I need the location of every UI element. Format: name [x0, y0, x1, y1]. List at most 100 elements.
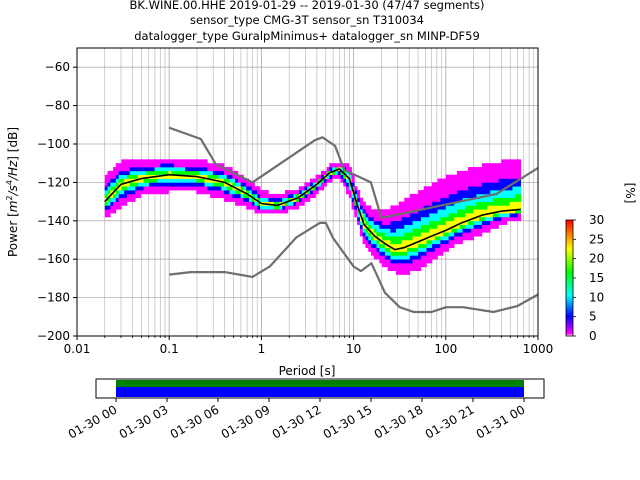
heatmap-cell	[468, 193, 472, 199]
heatmap-cell	[426, 216, 430, 222]
heatmap-cell	[434, 236, 438, 241]
heatmap-cell	[401, 209, 405, 214]
heatmap-cell	[448, 228, 452, 233]
heatmap-cell	[459, 186, 463, 191]
heatmap-cell	[451, 205, 455, 210]
heatmap-cell	[468, 201, 472, 206]
heatmap-cell	[415, 201, 419, 206]
heatmap-cell	[165, 159, 169, 164]
heatmap-cell	[459, 193, 463, 199]
heatmap-cell	[104, 186, 108, 191]
heatmap-cell	[495, 205, 499, 210]
heatmap-cell	[393, 255, 397, 260]
heatmap-cell	[429, 224, 433, 229]
heatmap-cell	[121, 197, 125, 202]
heatmap-cell	[126, 190, 131, 195]
heatmap-cell	[423, 255, 427, 260]
heatmap-cell	[412, 236, 416, 241]
heatmap-cell	[473, 224, 477, 229]
heatmap-cell	[273, 193, 277, 199]
heatmap-cell	[476, 186, 480, 191]
heatmap-cell	[160, 167, 164, 172]
heatmap-cell	[476, 201, 480, 206]
heatmap-cell	[376, 243, 380, 248]
heatmap-cell	[176, 186, 180, 191]
heatmap-cell	[465, 228, 469, 233]
heatmap-cell	[512, 209, 516, 214]
heatmap-cell	[332, 170, 336, 176]
heatmap-cell	[157, 182, 161, 187]
heatmap-cell	[240, 193, 244, 199]
heatmap-cell	[273, 201, 277, 206]
heatmap-cell	[351, 201, 355, 206]
heatmap-cell	[501, 193, 505, 199]
heatmap-cell	[293, 190, 297, 195]
heatmap-cell	[160, 190, 164, 195]
heatmap-cell	[440, 224, 444, 229]
heatmap-cell	[426, 197, 430, 202]
heatmap-cell	[390, 266, 394, 272]
heatmap-cell	[451, 236, 455, 241]
heatmap-cell	[121, 167, 125, 172]
heatmap-cell	[365, 236, 369, 241]
heatmap-cell	[393, 259, 397, 264]
heatmap-cell	[376, 224, 380, 229]
heatmap-cell	[462, 205, 466, 210]
heatmap-cell	[451, 190, 455, 195]
heatmap-cell	[210, 170, 214, 176]
heatmap-cell	[443, 186, 447, 191]
heatmap-cell	[248, 186, 253, 191]
heatmap-cell	[407, 240, 411, 245]
heatmap-cell	[445, 216, 449, 222]
heatmap-cell	[479, 209, 483, 214]
heatmap-cell	[118, 197, 122, 202]
heatmap-cell	[132, 186, 136, 191]
heatmap-cell	[473, 228, 477, 233]
heatmap-cell	[412, 201, 416, 206]
heatmap-cell	[476, 193, 480, 199]
heatmap-cell	[232, 193, 236, 199]
heatmap-cell	[487, 174, 491, 179]
heatmap-cell	[484, 197, 488, 202]
heatmap-cell	[429, 247, 433, 252]
heatmap-cell	[124, 190, 128, 195]
heatmap-cell	[124, 170, 128, 176]
heatmap-cell	[362, 240, 366, 245]
heatmap-cell	[279, 197, 283, 202]
heatmap-cell	[509, 170, 513, 176]
heatmap-cell	[140, 182, 144, 187]
heatmap-cell	[129, 163, 133, 168]
heatmap-cell	[376, 232, 380, 237]
heatmap-cell	[454, 190, 458, 195]
heatmap-cell	[187, 182, 192, 187]
heatmap-cell	[212, 163, 216, 168]
heatmap-cell	[440, 205, 444, 210]
mean-curve	[104, 168, 521, 251]
heatmap-cell	[232, 174, 236, 179]
heatmap-cell	[118, 167, 122, 172]
heatmap-cell	[426, 220, 430, 225]
heatmap-cell	[456, 186, 461, 191]
heatmap-cell	[437, 224, 441, 229]
heatmap-cell	[235, 190, 239, 195]
heatmap-cell	[432, 224, 436, 229]
heatmap-cell	[426, 201, 430, 206]
heatmap-cell	[493, 178, 497, 183]
heatmap-cell	[151, 167, 155, 172]
heatmap-cell	[512, 159, 516, 164]
heatmap-cell	[104, 182, 108, 187]
heatmap-cell	[176, 159, 180, 164]
heatmap-cell	[415, 263, 419, 268]
heatmap-cell	[115, 201, 119, 206]
heatmap-cell	[506, 178, 510, 183]
heatmap-cell	[193, 182, 197, 187]
heatmap-cell	[229, 186, 233, 191]
heatmap-cell	[481, 163, 485, 168]
heatmap-cell	[462, 236, 466, 241]
heatmap-cell	[407, 228, 411, 233]
heatmap-cell	[476, 232, 480, 237]
heatmap-cell	[484, 205, 488, 210]
heatmap-cell	[346, 163, 350, 168]
heatmap-cell	[498, 182, 502, 187]
